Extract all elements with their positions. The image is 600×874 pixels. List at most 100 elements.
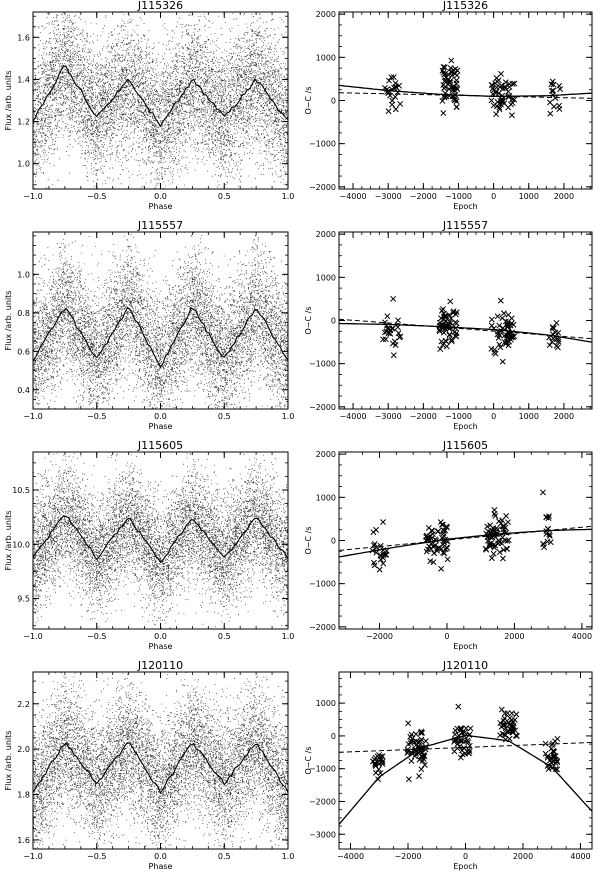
oc-point	[395, 317, 401, 324]
oc-point	[491, 527, 498, 534]
oc-point	[446, 332, 453, 339]
oc-point	[440, 69, 447, 76]
oc-point	[491, 510, 498, 517]
oc-point	[439, 307, 445, 314]
oc-point	[488, 555, 495, 562]
x-tick-label: 0.5	[218, 412, 231, 421]
oc-point	[464, 737, 471, 744]
oc-point	[370, 542, 377, 549]
oc-point	[451, 748, 458, 755]
oc-point	[484, 533, 491, 540]
x-tick-label: 2000	[513, 852, 533, 861]
oc-point	[449, 87, 456, 93]
oc-point	[492, 350, 499, 357]
oc-point	[376, 566, 383, 573]
oc-point	[508, 112, 515, 119]
x-tick-label: 1000	[519, 412, 539, 421]
oc-point	[511, 80, 518, 87]
oc-point	[497, 297, 504, 304]
oc-point	[553, 336, 560, 343]
oc-point	[394, 324, 401, 331]
oc-point	[382, 319, 388, 326]
oc-point	[441, 64, 448, 71]
oc-point	[453, 103, 460, 110]
oc-point	[465, 739, 472, 746]
x-tick-label: −1.0	[23, 192, 42, 201]
oc-point	[499, 534, 506, 541]
x-tick-label: 0.0	[154, 412, 167, 421]
y-tick-label: −1000	[309, 140, 336, 149]
oc-point	[392, 106, 399, 113]
oc-point	[405, 720, 412, 727]
oc-point	[506, 715, 513, 721]
oc-point	[387, 92, 393, 99]
oc-point	[421, 761, 428, 768]
oc-point	[499, 97, 506, 103]
x-tick-label: 0	[444, 632, 449, 641]
oc-point	[498, 706, 505, 713]
oc-point	[496, 84, 503, 91]
oc-point	[443, 74, 449, 81]
mean-curve-line	[33, 515, 288, 564]
oc-point	[549, 764, 556, 771]
oc-point	[549, 338, 555, 345]
y-axis-label: O−C /s	[304, 87, 313, 115]
x-tick-label: 4000	[570, 852, 590, 861]
x-tick-label: −1000	[445, 412, 472, 421]
x-tick-label: 1.0	[282, 852, 295, 861]
oc-point	[442, 527, 449, 534]
oc-point	[434, 547, 441, 554]
oc-point	[392, 342, 399, 348]
oc-point	[500, 529, 507, 536]
oc-point	[377, 542, 384, 549]
oc-point	[390, 74, 397, 81]
oc-point	[429, 531, 436, 537]
oc-point	[496, 549, 503, 556]
oc-point	[445, 321, 452, 328]
oc-point	[453, 320, 460, 327]
oc-point	[511, 96, 518, 103]
oc-point	[494, 313, 501, 320]
y-tick-label: 2.0	[17, 745, 30, 754]
y-tick-label: 2000	[316, 230, 336, 239]
oc-point	[540, 541, 547, 548]
panel-2: −1.0 −0.5 0.0 0.5 1.0 0.4 0.6 0.8 1.0 J115557 Phas…	[4, 219, 294, 431]
oc-point	[483, 546, 490, 553]
oc-point	[389, 325, 395, 332]
oc-point	[550, 335, 557, 342]
plot-area	[33, 672, 288, 849]
panel-4: −1.0 −0.5 0.0 0.5 1.0 9.5 10.0 10.5 J115605 Phase…	[4, 439, 294, 651]
oc-point	[502, 736, 509, 743]
oc-point	[499, 325, 506, 332]
oc-point	[550, 748, 557, 755]
x-tick-label: 2000	[554, 192, 574, 201]
oc-point	[488, 540, 495, 547]
oc-point	[547, 539, 554, 546]
oc-point	[447, 298, 454, 305]
oc-point	[487, 522, 494, 529]
oc-point	[394, 89, 401, 96]
oc-point	[499, 92, 506, 99]
oc-point	[542, 740, 549, 747]
oc-point	[395, 330, 402, 337]
oc-point	[383, 547, 390, 554]
oc-point	[498, 540, 505, 546]
y-axis-label: Flux /arb. units	[4, 291, 13, 351]
quadratic-fit-curve	[339, 84, 592, 98]
oc-point	[440, 110, 447, 117]
x-axis-label: Phase	[149, 642, 173, 651]
panel-title: J115326	[137, 0, 183, 12]
oc-point	[441, 71, 448, 78]
oc-point	[548, 87, 555, 94]
panel-6: −1.0 −0.5 0.0 0.5 1.0 1.6 1.8 2.0 2.2 J120110 Phas…	[4, 659, 295, 871]
oc-point	[413, 751, 420, 758]
oc-point	[546, 532, 553, 539]
oc-point	[430, 543, 436, 550]
oc-point	[439, 341, 446, 348]
oc-point	[370, 559, 377, 566]
oc-point	[549, 78, 556, 85]
oc-point	[508, 710, 515, 717]
oc-point	[498, 70, 504, 77]
oc-point	[551, 752, 557, 759]
oc-point	[466, 748, 473, 755]
